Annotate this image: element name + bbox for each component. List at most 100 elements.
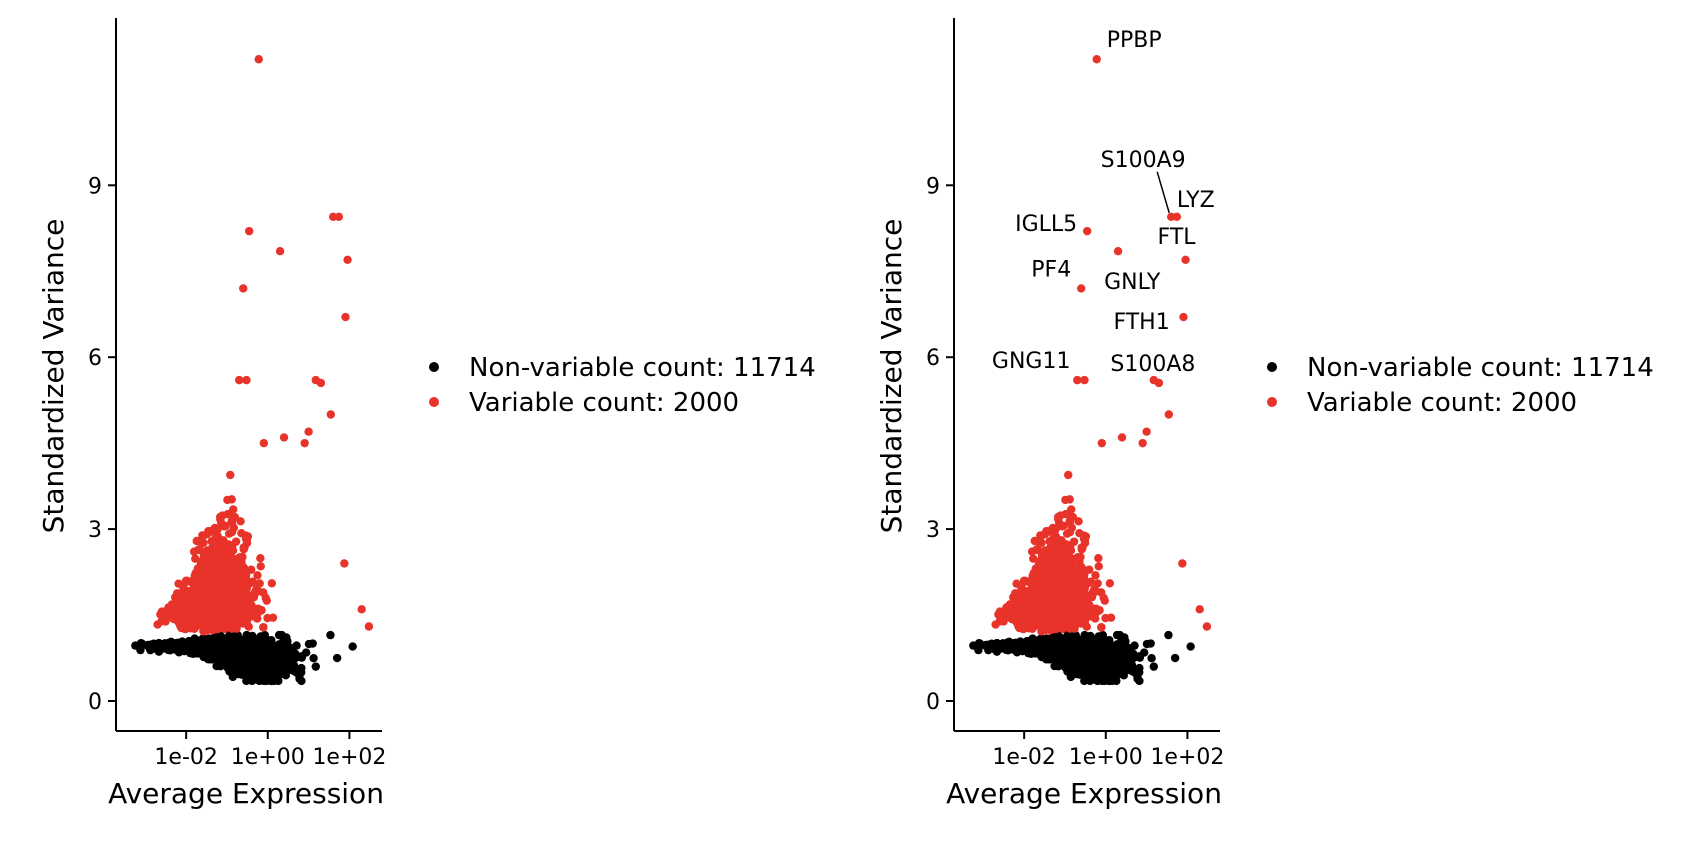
variable-point (203, 546, 212, 555)
non-variable-point (1112, 630, 1122, 640)
variable-point (234, 581, 244, 591)
non-variable-point (274, 630, 284, 640)
variable-point (275, 246, 285, 256)
non-variable-points (131, 630, 357, 686)
variable-point (190, 617, 200, 626)
non-variable-point (236, 650, 245, 659)
non-variable-point (251, 671, 260, 680)
variable-point (357, 605, 366, 614)
variable-point (153, 620, 162, 629)
variable-point (221, 521, 230, 531)
non-variable-point (172, 642, 182, 652)
legend-label-variable: Variable count: 2000 (469, 388, 739, 418)
non-variable-point (297, 653, 307, 662)
variable-point (262, 596, 271, 605)
variable-point (156, 610, 165, 619)
variable-point (235, 571, 245, 580)
legend-label-non-variable: Non-variable count: 11714 (469, 353, 816, 383)
y-tick-label: 9 (88, 174, 102, 199)
variable-point (225, 568, 234, 577)
non-variable-point (332, 653, 342, 663)
non-variable-point (243, 661, 252, 671)
variable-point (225, 618, 235, 627)
variable-point (198, 532, 208, 541)
x-axis-ticks: 1e-02 1e+00 1e+02 (154, 731, 386, 770)
non-variable-point (149, 639, 158, 648)
variable-point (223, 579, 232, 588)
variable-point (316, 378, 326, 388)
variable-point (242, 375, 251, 385)
non-variable-point (1110, 650, 1119, 659)
variable-point (251, 589, 260, 598)
variable-point (326, 410, 336, 419)
variable-point (242, 591, 252, 600)
variable-point (195, 595, 204, 604)
variable-point (199, 538, 208, 548)
non-variable-point (283, 637, 292, 646)
variable-point (209, 575, 218, 584)
variable-point (208, 553, 218, 562)
non-variable-point (348, 642, 357, 651)
variable-points (153, 55, 374, 636)
variable-point (267, 579, 277, 588)
non-variable-point (196, 637, 206, 646)
non-variable-point (218, 656, 228, 666)
variable-point (201, 586, 211, 595)
non-variable-point (1126, 645, 1135, 655)
variable-point (279, 433, 289, 442)
variable-point (300, 438, 309, 448)
variable-point (198, 610, 208, 620)
non-variable-point (1119, 671, 1129, 680)
non-variable-point (1146, 639, 1155, 648)
non-variable-point (288, 645, 297, 655)
variable-point (206, 605, 215, 614)
y-axis-title: Standardized Variance (37, 219, 70, 534)
variable-point (214, 613, 224, 622)
variable-point (208, 626, 217, 635)
non-variable-point (1085, 639, 1095, 649)
variable-point (239, 545, 248, 554)
variable-point (194, 545, 203, 554)
non-variable-point (311, 662, 320, 671)
variable-point (239, 284, 248, 293)
variable-point (245, 607, 254, 616)
non-variable-point (247, 639, 257, 649)
legend-marker-non-variable (429, 362, 439, 372)
variable-point (235, 375, 244, 385)
variable-point (203, 599, 212, 608)
y-tick-label: 0 (88, 690, 102, 715)
variable-point (236, 556, 246, 565)
x-tick-label: 1e-02 (154, 745, 217, 770)
non-variable-point (281, 671, 291, 680)
non-variable-point (992, 647, 1002, 656)
non-variable-point (217, 648, 227, 657)
variable-point (259, 622, 268, 632)
variable-point (204, 527, 213, 536)
variable-point (214, 588, 223, 597)
variable-point (211, 538, 221, 547)
non-variable-point (1080, 676, 1089, 686)
non-variable-point (193, 644, 202, 654)
x-axis-title: Average Expression (108, 777, 384, 810)
non-variable-point (254, 642, 264, 652)
legend: Non-variable count: 11714 Variable count… (429, 353, 816, 418)
non-variable-point (1128, 654, 1137, 663)
variable-point (244, 226, 254, 236)
variable-point (236, 517, 245, 526)
non-variable-point (276, 656, 285, 665)
variable-point (184, 587, 193, 596)
non-variable-point (326, 630, 335, 640)
variable-point (213, 524, 222, 534)
variable-point (341, 312, 350, 322)
variable-point (190, 571, 199, 580)
non-variable-point (160, 641, 170, 650)
legend-marker-variable (429, 397, 439, 407)
variable-point (199, 627, 208, 636)
variable-point (248, 577, 257, 586)
variable-point (230, 512, 240, 522)
non-variable-point (137, 639, 146, 648)
